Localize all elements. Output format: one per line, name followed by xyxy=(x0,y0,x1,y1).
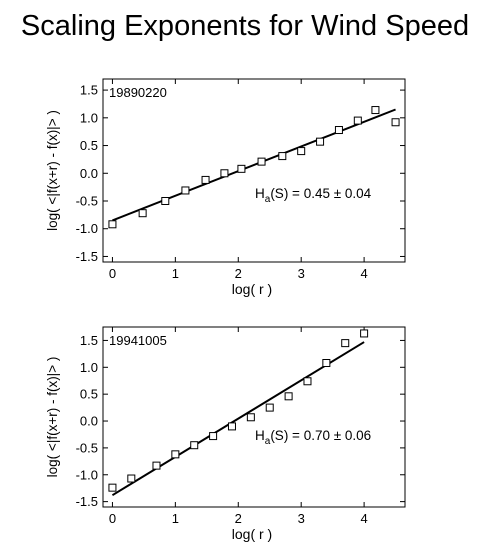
plot-frame xyxy=(102,326,406,508)
plot-frame xyxy=(102,78,406,263)
x-tick-label: 3 xyxy=(298,266,305,281)
data-point xyxy=(161,197,170,205)
date-label: 19941005 xyxy=(109,333,167,348)
x-tick-label: 2 xyxy=(235,511,242,526)
y-axis-label: log( <|f(x+r) - f(x)|> ) xyxy=(45,357,60,478)
y-tick-label: 1.5 xyxy=(80,333,98,348)
y-tick-label: -1.5 xyxy=(76,249,98,264)
data-point xyxy=(360,329,369,338)
data-point xyxy=(297,147,306,156)
y-tick-label: -0.5 xyxy=(76,194,98,209)
y-tick-label: -1.0 xyxy=(76,221,98,236)
x-tick-label: 2 xyxy=(235,266,242,281)
data-point xyxy=(127,474,136,483)
fit-line xyxy=(111,341,365,497)
exponent-annotation: Ha(S) = 0.70 ± 0.06 xyxy=(255,428,371,447)
data-point xyxy=(108,220,117,229)
data-point xyxy=(190,441,199,450)
y-tick-label: -0.5 xyxy=(76,440,98,455)
data-point xyxy=(284,392,293,401)
data-point xyxy=(171,450,180,459)
x-tick-label: 1 xyxy=(172,266,179,281)
y-tick-label: 0.0 xyxy=(80,166,98,181)
x-tick-label: 4 xyxy=(360,511,367,526)
data-point xyxy=(265,403,274,412)
data-point xyxy=(227,422,236,431)
data-point xyxy=(257,157,266,166)
page-title: Scaling Exponents for Wind Speed xyxy=(20,10,470,42)
data-point xyxy=(246,413,255,422)
data-point xyxy=(138,209,147,218)
y-tick-label: -1.0 xyxy=(76,467,98,482)
x-tick-label: 0 xyxy=(109,266,116,281)
y-tick-label: 0.0 xyxy=(80,414,98,429)
chart-panel-top: 0 1 2 3 4 -1.5 -1.0 -0.5 0.0 0.5 1.0 1.5 19890220 Ha(… xyxy=(45,78,406,297)
data-point xyxy=(220,169,229,178)
date-label: 19890220 xyxy=(109,85,167,100)
y-tick-label: 0.5 xyxy=(80,387,98,402)
data-point xyxy=(353,116,362,125)
exponent-annotation: Ha(S) = 0.45 ± 0.04 xyxy=(255,186,372,205)
y-tick-label: 0.5 xyxy=(80,138,98,153)
y-tick-label: 1.0 xyxy=(80,110,98,125)
x-axis-label: log( r ) xyxy=(232,281,272,297)
fit-line xyxy=(112,108,396,222)
y-axis-label: log( <|f(x+r) - f(x)|> ) xyxy=(45,110,60,231)
data-point xyxy=(371,106,380,115)
data-point xyxy=(209,432,218,441)
data-point xyxy=(316,137,325,146)
data-point xyxy=(341,339,350,348)
y-tick-label: 1.5 xyxy=(80,83,98,98)
x-tick-label: 0 xyxy=(109,511,116,526)
x-axis-label: log( r ) xyxy=(232,526,272,542)
chart-panel-bottom: 0 1 2 3 4 -1.5 -1.0 -0.5 0.0 0.5 1.0 1.5 19941005 Ha(… xyxy=(45,326,406,542)
data-point xyxy=(322,359,331,367)
data-point xyxy=(108,483,117,492)
data-point xyxy=(334,126,343,135)
data-point xyxy=(303,377,312,386)
data-point xyxy=(201,175,210,184)
data-point xyxy=(278,152,287,161)
data-point xyxy=(237,164,246,173)
y-tick-label: -1.5 xyxy=(76,494,98,509)
y-tick-label: 1.0 xyxy=(80,360,98,375)
data-point xyxy=(181,186,190,195)
x-tick-label: 3 xyxy=(298,511,305,526)
data-point xyxy=(391,118,400,127)
data-point xyxy=(152,461,161,470)
x-tick-label: 4 xyxy=(360,266,367,281)
x-tick-label: 1 xyxy=(172,511,179,526)
